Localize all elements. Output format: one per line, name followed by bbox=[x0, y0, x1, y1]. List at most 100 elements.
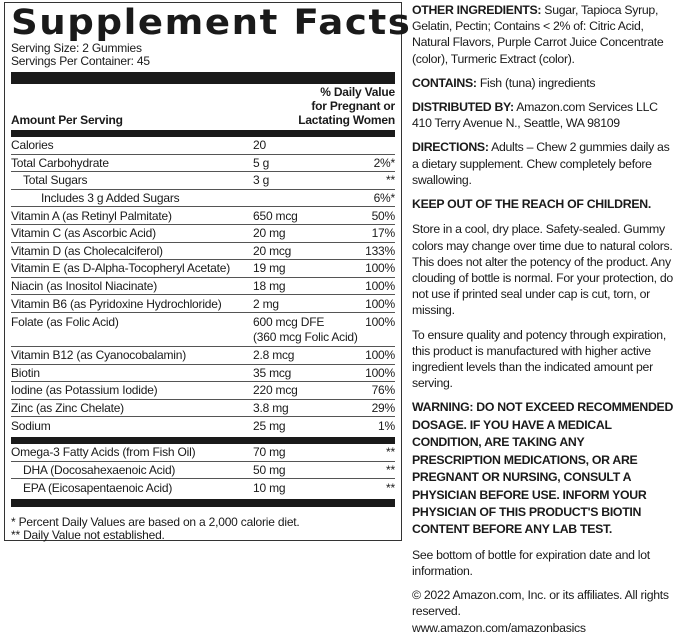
nutrient-row: Sodium 25 mg 1% bbox=[11, 417, 395, 435]
quality-info: To ensure quality and potency through ex… bbox=[412, 327, 666, 391]
nutrient-row: Vitamin B6 (as Pyridoxine Hydrochloride)… bbox=[11, 295, 395, 313]
dv-header-line: % Daily Value bbox=[320, 85, 395, 99]
nutrient-daily-value: 1% bbox=[378, 419, 395, 434]
nutrient-table: Calories 20 Total Carbohydrate 5 g 2%* Total … bbox=[11, 137, 395, 435]
nutrient-name: Vitamin C (as Ascorbic Acid) bbox=[11, 226, 156, 241]
table-header: Amount Per Serving % Daily Value for Pre… bbox=[11, 84, 395, 128]
nutrient-name: Iodine (as Potassium Iodide) bbox=[11, 383, 158, 398]
label: DISTRIBUTED BY: bbox=[412, 100, 514, 115]
dv-header-line: Lactating Women bbox=[298, 113, 395, 127]
nutrient-daily-value: ** bbox=[386, 445, 395, 460]
nutrient-amount-cell: 19 mg bbox=[253, 261, 363, 275]
nutrient-amount: 18 mg bbox=[253, 279, 286, 294]
website[interactable]: www.amazon.com/amazonbasics bbox=[412, 620, 586, 635]
nutrient-name: Vitamin B6 (as Pyridoxine Hydrochloride) bbox=[11, 296, 222, 311]
nutrient-daily-value: 29% bbox=[371, 401, 396, 416]
nutrient-amount-cell: 10 mg bbox=[253, 481, 363, 495]
nutrient-amount: 20 bbox=[253, 138, 266, 153]
nutrient-name: Vitamin A (as Retinyl Palmitate) bbox=[11, 208, 172, 223]
nutrient-row: DHA (Docosahexaenoic Acid) 50 mg ** bbox=[11, 462, 395, 480]
nutrient-row: Includes 3 g Added Sugars 6%* bbox=[11, 190, 395, 208]
nutrient-daily-value: 6%* bbox=[373, 191, 396, 206]
label: CONTAINS: bbox=[412, 75, 477, 90]
nutrient-row: EPA (Eicosapentaenoic Acid) 10 mg ** bbox=[11, 479, 395, 497]
nutrient-amount: 5 g bbox=[253, 155, 270, 170]
other-ingredients: OTHER INGREDIENTS: Sugar, Tapioca Syrup,… bbox=[412, 2, 674, 67]
nutrient-name: Vitamin D (as Cholecalciferol) bbox=[11, 243, 163, 258]
nutrient-amount: 50 mg bbox=[253, 462, 286, 477]
nutrient-amount-cell: 220 mcg bbox=[253, 383, 363, 397]
nutrient-amount-cell: 3.8 mg bbox=[253, 401, 363, 415]
nutrient-name: Folate (as Folic Acid) bbox=[11, 314, 119, 329]
amount-header: Amount Per Serving bbox=[11, 113, 123, 127]
panel-title: Supplement Facts bbox=[11, 3, 412, 43]
nutrient-row: Vitamin C (as Ascorbic Acid) 20 mg 17% bbox=[11, 225, 395, 243]
nutrient-amount-cell: 2 mg bbox=[253, 297, 363, 311]
nutrient-row: Vitamin A (as Retinyl Palmitate) 650 mcg 5… bbox=[11, 207, 395, 225]
nutrient-amount: 220 mcg bbox=[253, 383, 298, 398]
nutrient-daily-value: 2%* bbox=[373, 155, 396, 170]
nutrient-amount: 25 mg bbox=[253, 419, 286, 434]
nutrient-name: Total Carbohydrate bbox=[11, 155, 109, 170]
footnote: * Percent Daily Values are based on a 2,… bbox=[11, 514, 300, 529]
nutrient-row: Zinc (as Zinc Chelate) 3.8 mg 29% bbox=[11, 400, 395, 418]
nutrient-amount-cell: 18 mg bbox=[253, 279, 363, 293]
nutrient-amount-cell: 50 mg bbox=[253, 463, 363, 477]
text: Amazon.com Services LLC 410 Terry Avenue… bbox=[412, 100, 658, 131]
nutrient-amount: 3 g bbox=[253, 173, 270, 188]
label: DIRECTIONS: bbox=[412, 140, 489, 155]
nutrient-daily-value: 100% bbox=[365, 296, 395, 311]
text: Adults – Chew 2 gummies daily as a dieta… bbox=[412, 140, 670, 187]
nutrient-name: Zinc (as Zinc Chelate) bbox=[11, 401, 124, 416]
nutrient-daily-value: 100% bbox=[365, 365, 395, 380]
nutrient-row: Vitamin B12 (as Cyanocobalamin) 2.8 mcg 10… bbox=[11, 347, 395, 365]
nutrient-amount: 35 mcg bbox=[253, 365, 292, 380]
dv-header-line: for Pregnant or bbox=[311, 99, 395, 113]
omega-table: Omega-3 Fatty Acids (from Fish Oil) 70 mg… bbox=[11, 444, 395, 497]
distributed-by: DISTRIBUTED BY: Amazon.com Services LLC … bbox=[412, 99, 674, 131]
nutrient-daily-value: ** bbox=[386, 480, 395, 495]
daily-value-header: % Daily Value for Pregnant or Lactating … bbox=[298, 85, 395, 127]
nutrient-amount: 3.8 mg bbox=[253, 401, 289, 416]
nutrient-name: Vitamin B12 (as Cyanocobalamin) bbox=[11, 348, 187, 363]
nutrient-name: Total Sugars bbox=[23, 173, 88, 188]
nutrient-amount-cell: 20 bbox=[253, 138, 363, 152]
nutrient-amount-detail: (360 mcg Folic Acid) bbox=[253, 329, 358, 344]
nutrient-amount: 19 mg bbox=[253, 261, 286, 276]
text: Sugar, Tapioca Syrup, Gelatin, Pectin; C… bbox=[412, 3, 664, 66]
nutrient-amount: 2 mg bbox=[253, 296, 279, 311]
nutrient-daily-value: 100% bbox=[365, 279, 395, 294]
nutrient-amount-cell: 650 mcg bbox=[253, 209, 363, 223]
nutrient-daily-value: ** bbox=[386, 462, 395, 477]
label-info: OTHER INGREDIENTS: Sugar, Tapioca Syrup,… bbox=[412, 2, 674, 636]
nutrient-amount-cell: 70 mg bbox=[253, 445, 363, 459]
divider-bar bbox=[11, 72, 395, 84]
keep-out-warning: KEEP OUT OF THE REACH OF CHILDREN. bbox=[412, 197, 651, 212]
nutrient-name: Includes 3 g Added Sugars bbox=[41, 191, 180, 206]
nutrient-daily-value: ** bbox=[386, 173, 395, 188]
nutrient-name: Vitamin E (as D-Alpha-Tocopheryl Acetate… bbox=[11, 261, 231, 276]
warning: WARNING: DO NOT EXCEED RECOMMENDED DOSAG… bbox=[412, 400, 674, 537]
divider-bar bbox=[11, 498, 395, 507]
nutrient-name: Calories bbox=[11, 138, 54, 153]
divider-bar bbox=[11, 130, 395, 137]
nutrient-name: Biotin bbox=[11, 365, 40, 380]
nutrient-amount: 20 mg bbox=[253, 226, 286, 241]
nutrient-row: Total Sugars 3 g ** bbox=[11, 172, 395, 190]
storage-info: Store in a cool, dry place. Safety-seale… bbox=[412, 222, 673, 318]
nutrient-amount-cell: 3 g bbox=[253, 173, 363, 187]
nutrient-name: Niacin (as Inositol Niacinate) bbox=[11, 279, 158, 294]
serving-size: Serving Size: 2 Gummies bbox=[11, 41, 142, 55]
footnote: ** Daily Value not established. bbox=[11, 527, 165, 542]
nutrient-amount-cell: 25 mg bbox=[253, 419, 363, 433]
nutrient-amount: 70 mg bbox=[253, 445, 286, 460]
contains: CONTAINS: Fish (tuna) ingredients bbox=[412, 75, 674, 91]
nutrient-amount-cell: 35 mcg bbox=[253, 366, 363, 380]
nutrient-amount-cell: 20 mg bbox=[253, 226, 363, 240]
nutrient-name: Sodium bbox=[11, 419, 51, 434]
nutrient-row: Niacin (as Inositol Niacinate) 18 mg 100% bbox=[11, 278, 395, 296]
nutrient-amount: 650 mcg bbox=[253, 208, 298, 223]
nutrient-row: Biotin 35 mcg 100% bbox=[11, 365, 395, 383]
nutrient-name: EPA (Eicosapentaenoic Acid) bbox=[23, 480, 173, 495]
copyright: © 2022 Amazon.com, Inc. or its affiliate… bbox=[412, 588, 669, 619]
